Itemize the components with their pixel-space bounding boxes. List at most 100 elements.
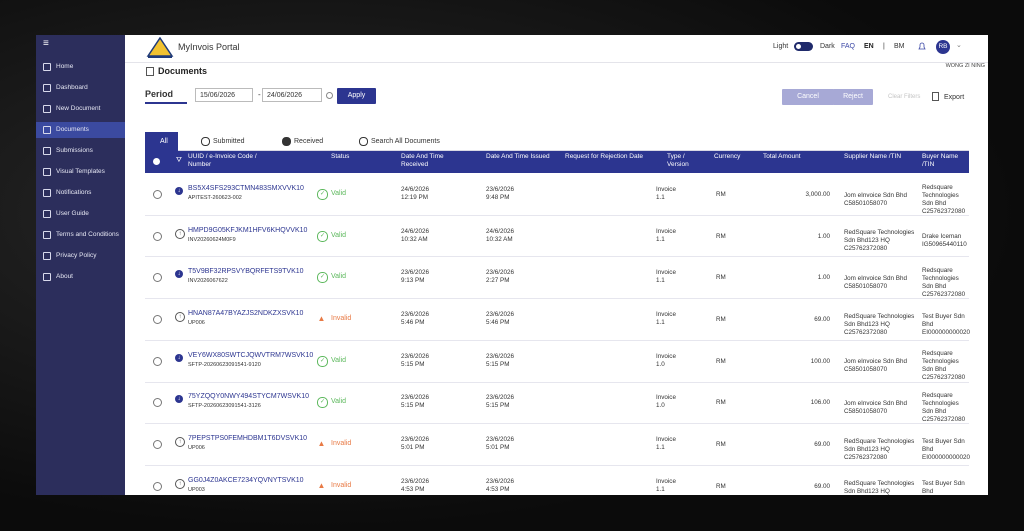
date-received: 5:15 PM xyxy=(401,402,425,410)
tab[interactable]: Received xyxy=(294,138,324,145)
nav-item[interactable]: Home xyxy=(56,63,74,70)
column-header: Buyer Name /TIN xyxy=(922,153,959,168)
row-radio[interactable] xyxy=(153,231,162,241)
uuid-link[interactable]: GG0J4Z0AKCE7234YQVNYTSVK10 xyxy=(188,476,304,484)
tab-icon xyxy=(201,137,210,146)
bell-icon[interactable] xyxy=(918,42,926,51)
select-all[interactable] xyxy=(153,158,160,165)
row-radio[interactable] xyxy=(153,481,162,491)
nav-item[interactable]: Dashboard xyxy=(56,84,88,91)
currency: RM xyxy=(716,315,726,323)
reject-button[interactable]: Reject xyxy=(833,89,873,105)
nav-item[interactable]: Notifications xyxy=(56,189,92,196)
row-radio[interactable] xyxy=(153,398,162,408)
row-radio[interactable] xyxy=(153,440,162,450)
nav-item[interactable]: Visual Templates xyxy=(56,168,105,175)
column-header: Status xyxy=(331,153,350,160)
date-to[interactable]: 24/06/2026 xyxy=(262,88,322,102)
row-divider xyxy=(145,339,969,341)
nav-item[interactable]: About xyxy=(56,273,73,280)
row-radio[interactable] xyxy=(153,356,162,366)
row-divider xyxy=(145,256,969,258)
currency: RM xyxy=(716,357,726,365)
lang-bm[interactable]: BM xyxy=(894,43,905,50)
direction-icon: ↓ xyxy=(175,186,183,195)
tab[interactable]: Submitted xyxy=(213,138,245,145)
supplier: Jom eInvoice Sdn Bhd C58501058070 xyxy=(844,182,916,218)
nav-icon xyxy=(43,252,51,260)
apply-button[interactable]: Apply xyxy=(337,88,376,104)
buyer-name: Redsquare Technologies Sdn Bhd xyxy=(922,392,959,416)
menu-icon[interactable]: ≡ xyxy=(43,38,49,49)
buyer-tin: C25762372080 xyxy=(922,207,966,215)
status: Valid xyxy=(331,273,347,281)
export-button[interactable]: Export xyxy=(944,94,965,101)
lang-en[interactable]: EN xyxy=(864,43,874,50)
buyer-tin: C25762372080 xyxy=(922,291,966,299)
nav-item[interactable]: Submissions xyxy=(56,147,93,154)
chevron[interactable]: ⌄ xyxy=(956,42,962,49)
uuid-link[interactable]: HMPD9G05KFJKM1HFV6KHQVVK10 xyxy=(188,226,308,234)
uuid-link[interactable]: VEY6WX80SWTCJQWVTRM7WSVK10 xyxy=(188,351,314,359)
type-version: 1.1 xyxy=(656,235,665,243)
row-radio[interactable] xyxy=(153,273,162,283)
total-amount: 69.00 xyxy=(814,482,830,490)
nav-icon xyxy=(43,105,51,113)
uuid-link[interactable]: T5V9BF32RPSVYBQRFETS9TVK10 xyxy=(188,268,304,276)
date-issued: 23/6/2026 xyxy=(486,436,515,444)
faq-link[interactable]: FAQ xyxy=(841,43,856,50)
nav-item[interactable]: Privacy Policy xyxy=(56,252,97,259)
uuid-link[interactable]: 7PEPSTPS0FEMHDBM1T6DVSVK10 xyxy=(188,435,308,443)
uuid-link[interactable]: 75YZQQY0NWY494STYCM7WSVK10 xyxy=(188,393,309,401)
clear-filters[interactable]: Clear Filters xyxy=(888,94,921,100)
nav-item[interactable]: Documents xyxy=(56,126,89,133)
supplier: Jom eInvoice Sdn Bhd C58501058070 xyxy=(844,349,916,385)
portal-title: MyInvois Portal xyxy=(178,42,240,52)
row-divider xyxy=(145,464,969,466)
buyer-name: Test Buyer Sdn Bhd xyxy=(922,437,965,453)
header-divider xyxy=(125,62,988,63)
total-amount: 1.00 xyxy=(817,232,830,240)
supplier-tin: C58501058070 xyxy=(844,408,888,416)
nav-icon xyxy=(43,210,51,218)
nav-item[interactable]: Terms and Conditions xyxy=(56,231,119,238)
buyer: Drake Iceman IG50965440110 xyxy=(922,224,967,260)
supplier-name: Jom eInvoice Sdn Bhd xyxy=(844,358,908,366)
info-icon[interactable] xyxy=(326,92,333,99)
avatar[interactable]: RB xyxy=(936,40,950,54)
direction-icon: ↑ xyxy=(175,437,185,448)
column-header: Currency xyxy=(714,153,741,160)
nav-item[interactable]: User Guide xyxy=(56,210,89,217)
nav-icon xyxy=(43,189,51,197)
row-radio[interactable] xyxy=(153,314,162,324)
supplier-name: RedSquare Technologies Sdn Bhd123 HQ xyxy=(844,229,915,245)
status: Valid xyxy=(331,231,347,239)
buyer: Redsquare Technologies Sdn Bhd C257623720… xyxy=(922,182,967,218)
row-divider xyxy=(145,381,969,383)
total-amount: 3,000.00 xyxy=(805,190,830,198)
uuid-link[interactable]: HNAN87A47BYAZJS2NDKZXSVK10 xyxy=(188,309,304,317)
column-header: Total Amount xyxy=(763,153,801,160)
buyer: Redsquare Technologies Sdn Bhd C257623720… xyxy=(922,349,967,385)
supplier: RedSquare Technologies Sdn Bhd123 HQC257… xyxy=(844,474,916,495)
supplier-tin: C58501058070 xyxy=(844,199,888,207)
tab[interactable]: Search All Documents xyxy=(371,138,440,145)
buyer-tin: C25762372080 xyxy=(922,374,966,382)
date-received: 24/6/2026 xyxy=(401,185,430,193)
status-icon: ✓ xyxy=(317,188,328,200)
column-header: Request for Rejection Date xyxy=(565,153,644,160)
tab[interactable]: All xyxy=(160,138,168,145)
row-radio[interactable] xyxy=(153,189,162,199)
supplier-name: Jom eInvoice Sdn Bhd xyxy=(844,400,908,408)
nav-item[interactable]: New Document xyxy=(56,105,101,112)
cancel-button[interactable]: Cancel xyxy=(782,89,834,105)
date-from[interactable]: 15/06/2026 xyxy=(195,88,253,102)
status: Invalid xyxy=(331,481,352,489)
buyer-name: Test Buyer Sdn Bhd xyxy=(922,312,965,328)
theme-toggle[interactable] xyxy=(794,42,813,51)
period-label: Period xyxy=(145,89,174,99)
currency: RM xyxy=(716,190,726,198)
uuid-link[interactable]: BS5X4SFS293CTMN483SMXVVK10 xyxy=(188,184,304,192)
